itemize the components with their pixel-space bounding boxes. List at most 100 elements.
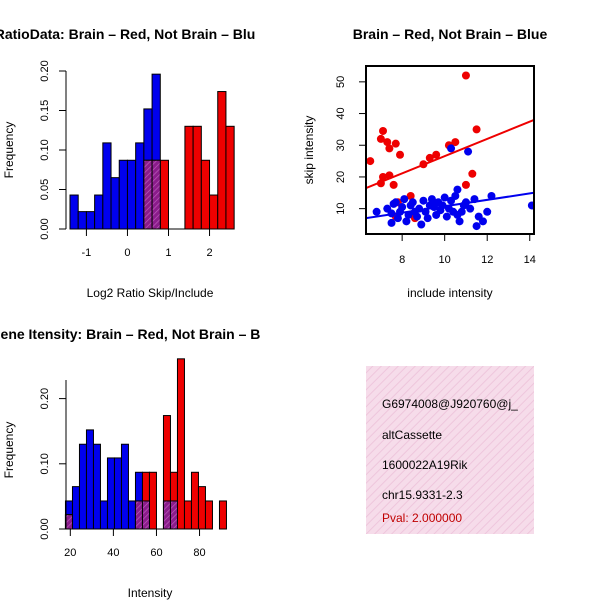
hist3-y-tick-label-0: 0.00 xyxy=(39,518,51,539)
scatter-plot-frame xyxy=(365,65,535,235)
scatter-point-brain-1 xyxy=(376,134,385,143)
scatter-fit-lines xyxy=(366,118,534,220)
scatter-point-not-brain-50 xyxy=(472,222,481,231)
scatter-point-brain-18 xyxy=(461,71,470,80)
hist1-bar-not-brain-4 xyxy=(102,142,112,230)
scatter-fit-line-brain xyxy=(366,118,534,189)
scatter-x-axis-label: include intensity xyxy=(407,286,492,300)
hist3-bar-not-brain-4 xyxy=(92,443,101,530)
hist1-x-tick-label-1: 0 xyxy=(124,247,130,259)
scatter-point-brain-15 xyxy=(432,150,441,159)
scatter-y-tick-label-3: 40 xyxy=(335,107,347,119)
ratio-x-ticks: -1 0 1 2 xyxy=(82,229,213,259)
hist1-bar-brain-4 xyxy=(192,125,202,230)
ratio-histogram-bars xyxy=(69,73,235,230)
scatter-point-brain-21 xyxy=(461,180,470,189)
hist3-x-tick-label-2: 60 xyxy=(150,547,162,559)
scatter-point-not-brain-45 xyxy=(427,199,436,208)
scatter-point-not-brain-37 xyxy=(464,147,473,156)
pval-text: Pval: 2.000000 xyxy=(382,511,462,525)
scatter-point-brain-12 xyxy=(406,191,415,200)
hist3-bar-brain-7 xyxy=(183,500,192,530)
hist1-bar-brain-2 xyxy=(159,159,169,230)
hist3-overlap-bar-10 xyxy=(134,500,143,530)
scatter-point-brain-4 xyxy=(383,138,392,147)
scatter-point-not-brain-14 xyxy=(413,212,422,221)
scatter-point-brain-7 xyxy=(396,150,405,159)
scatter-point-brain-17 xyxy=(451,138,460,147)
hist3-bar-brain-9 xyxy=(197,486,206,530)
scatter-point-not-brain-27 xyxy=(442,212,451,221)
ratio-y-axis-label: Frequency xyxy=(2,122,16,179)
scatter-point-brain-2 xyxy=(379,126,388,135)
intensity-x-axis-label: Intensity xyxy=(128,586,173,600)
scatter-point-not-brain-4 xyxy=(391,198,400,207)
hist3-bar-brain-11 xyxy=(218,500,227,530)
event-type-text: altCassette xyxy=(382,428,442,442)
intensity-scatter-panel: Brain – Red, Not Brain – Blue 8 10 12 14 10… xyxy=(302,26,547,300)
scatter-point-not-brain-12 xyxy=(408,198,417,207)
scatter-point-brain-20 xyxy=(468,169,477,178)
gene-info-background xyxy=(366,366,534,534)
hist1-bar-not-brain-8 xyxy=(135,142,145,230)
hist3-bar-not-brain-1 xyxy=(71,486,80,530)
scatter-point-brain-3 xyxy=(379,172,388,181)
hist1-y-tick-label-3: 0.15 xyxy=(39,100,51,121)
hist1-bar-not-brain-2 xyxy=(85,211,96,230)
hist1-x-tick-label-2: 1 xyxy=(165,247,171,259)
scatter-y-tick-label-1: 20 xyxy=(335,171,347,183)
scatter-title: Brain – Red, Not Brain – Blue xyxy=(353,26,548,42)
scatter-point-not-brain-18 xyxy=(423,214,432,223)
intensity-histogram-bars xyxy=(64,358,227,530)
hist1-y-tick-label-2: 0.10 xyxy=(39,139,51,160)
scatter-point-not-brain-8 xyxy=(400,195,409,204)
hist3-bar-not-brain-2 xyxy=(78,443,87,530)
scatter-point-not-brain-5 xyxy=(393,214,402,223)
scatter-x-tick-label-2: 12 xyxy=(481,254,493,266)
scatter-point-not-brain-31 xyxy=(451,191,460,200)
hist1-x-tick-label-0: -1 xyxy=(82,247,92,259)
scatter-point-brain-6 xyxy=(391,139,400,148)
scatter-point-not-brain-7 xyxy=(398,203,407,212)
scatter-point-not-brain-47 xyxy=(527,201,534,210)
hist3-bar-brain-3 xyxy=(148,471,157,530)
scatter-point-not-brain-42 xyxy=(483,207,492,216)
intensity-x-ticks: 20 40 60 80 xyxy=(64,529,206,559)
hist1-bar-brain-6 xyxy=(209,194,219,230)
hist1-y-tick-label-4: 0.20 xyxy=(39,60,51,81)
hist3-bar-not-brain-5 xyxy=(99,500,108,530)
scatter-point-not-brain-48 xyxy=(387,218,396,227)
ratio-histogram-title: RatioData: Brain – Red, Not Brain – Blu xyxy=(0,26,255,42)
scatter-point-not-brain-0 xyxy=(372,207,381,216)
hist1-bar-brain-3 xyxy=(184,125,194,230)
scatter-y-tick-label-0: 10 xyxy=(335,203,347,215)
hist3-bar-brain-8 xyxy=(190,471,199,530)
scatter-point-not-brain-41 xyxy=(478,217,487,226)
scatter-x-tick-label-3: 14 xyxy=(524,254,536,266)
scatter-points xyxy=(366,71,534,231)
ratio-x-axis-label: Log2 Ratio Skip/Include xyxy=(87,286,214,300)
hist1-bar-not-brain-0 xyxy=(69,194,79,230)
intensity-histogram-panel: Gene Itensity: Brain – Red, Not Brain – … xyxy=(0,326,260,600)
scatter-y-ticks: 10 20 30 40 50 xyxy=(335,76,366,215)
hist3-y-tick-label-1: 0.10 xyxy=(39,453,51,474)
hist3-x-tick-label-0: 20 xyxy=(64,547,76,559)
intensity-y-ticks: 0.00 0.10 0.20 xyxy=(39,388,66,540)
hist3-overlap-bar-12 xyxy=(162,500,171,530)
intensity-histogram-title: Gene Itensity: Brain – Red, Not Brain – … xyxy=(0,326,260,342)
intensity-y-axis-label: Frequency xyxy=(2,422,16,479)
scatter-point-brain-19 xyxy=(472,125,481,134)
hist1-bar-brain-5 xyxy=(200,159,211,230)
hist1-overlap-bar-10 xyxy=(151,159,161,230)
ratio-histogram-panel: RatioData: Brain – Red, Not Brain – Blu … xyxy=(0,26,255,300)
hist1-bar-not-brain-3 xyxy=(94,194,104,230)
hist3-x-tick-label-3: 80 xyxy=(193,547,205,559)
hist1-bar-not-brain-7 xyxy=(126,159,137,230)
scatter-x-tick-label-0: 8 xyxy=(399,254,405,266)
location-text: chr15.9331-2.3 xyxy=(382,488,463,502)
hist3-bar-not-brain-6 xyxy=(106,457,115,530)
hist1-bar-not-brain-5 xyxy=(110,177,120,230)
scatter-point-not-brain-44 xyxy=(447,144,456,153)
gene-name-text: 1600022A19Rik xyxy=(382,458,468,472)
